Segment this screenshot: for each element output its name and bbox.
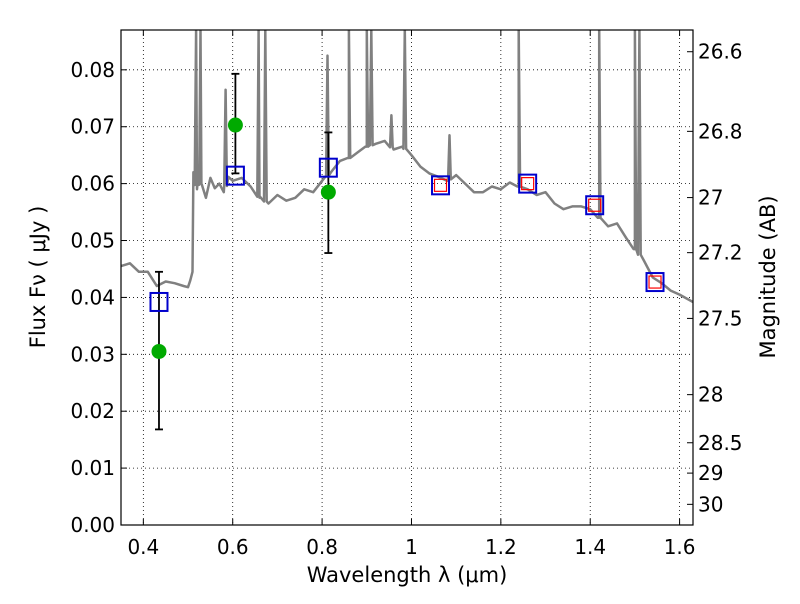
- fitted-square: [521, 177, 535, 191]
- right-tick-label: 27: [698, 186, 723, 210]
- model-square: [431, 175, 451, 196]
- right-tick-label: 28: [698, 383, 723, 407]
- spectrum-line: [121, 30, 693, 304]
- y-tick-label: 0.03: [70, 342, 115, 366]
- observed-point: [320, 184, 336, 200]
- x-tick-label: 1.2: [485, 535, 517, 559]
- y-tick-label: 0.08: [70, 58, 115, 82]
- y-tick-label: 0.05: [70, 229, 115, 253]
- x-tick-label: 0.8: [306, 535, 338, 559]
- markers: [149, 117, 665, 359]
- right-tick-label: 28.5: [698, 431, 743, 455]
- y-tick-label: 0.06: [70, 172, 115, 196]
- y-tick-label: 0.04: [70, 285, 115, 309]
- right-tick-labels: 26.6 26.8 27 27.2 27.5 28 28.5 29 30: [698, 40, 743, 517]
- right-tick-label: 27.5: [698, 306, 743, 330]
- model-square: [149, 291, 169, 312]
- right-tick-label: 29: [698, 461, 723, 485]
- grid-lines: [121, 30, 693, 526]
- y-axis-label: Flux Fν ( μJy ): [26, 206, 50, 349]
- model-square: [645, 272, 665, 293]
- plot-frame: [120, 29, 694, 526]
- error-bars: [154, 72, 333, 431]
- x-tick-label: 0.4: [127, 535, 159, 559]
- model-square: [318, 157, 338, 178]
- right-tick-label: 26.8: [698, 119, 743, 143]
- model-square: [518, 173, 538, 194]
- fitted-square: [588, 198, 602, 212]
- x-tick-label: 1.4: [574, 535, 606, 559]
- observed-point: [151, 343, 167, 359]
- fitted-square: [648, 275, 662, 289]
- y-right-axis-label: Magnitude (AB): [756, 195, 780, 358]
- x-tick-label: 1: [405, 535, 418, 559]
- y-tick-labels: 0.00 0.01 0.02 0.03 0.04 0.05 0.06 0.07 0.08: [70, 58, 115, 537]
- x-tick-label: 1.6: [664, 535, 696, 559]
- model-square: [225, 165, 245, 186]
- right-tick-label: 26.6: [698, 40, 743, 64]
- x-tick-labels: 0.4 0.6 0.8 1 1.2 1.4 1.6: [127, 535, 695, 559]
- x-axis-label: Wavelength λ (μm): [307, 563, 508, 587]
- right-tick-label: 30: [698, 492, 723, 516]
- y-tick-label: 0.07: [70, 115, 115, 139]
- y-tick-label: 0.00: [70, 513, 115, 537]
- fitted-square: [433, 178, 448, 192]
- observed-point: [227, 117, 243, 133]
- y-tick-label: 0.01: [70, 456, 115, 480]
- spectrum-layer: [121, 30, 693, 304]
- right-tick-label: 27.2: [698, 241, 743, 265]
- model-square: [585, 195, 605, 216]
- x-tick-label: 0.6: [217, 535, 249, 559]
- ticks: [121, 30, 693, 526]
- y-tick-label: 0.02: [70, 399, 115, 423]
